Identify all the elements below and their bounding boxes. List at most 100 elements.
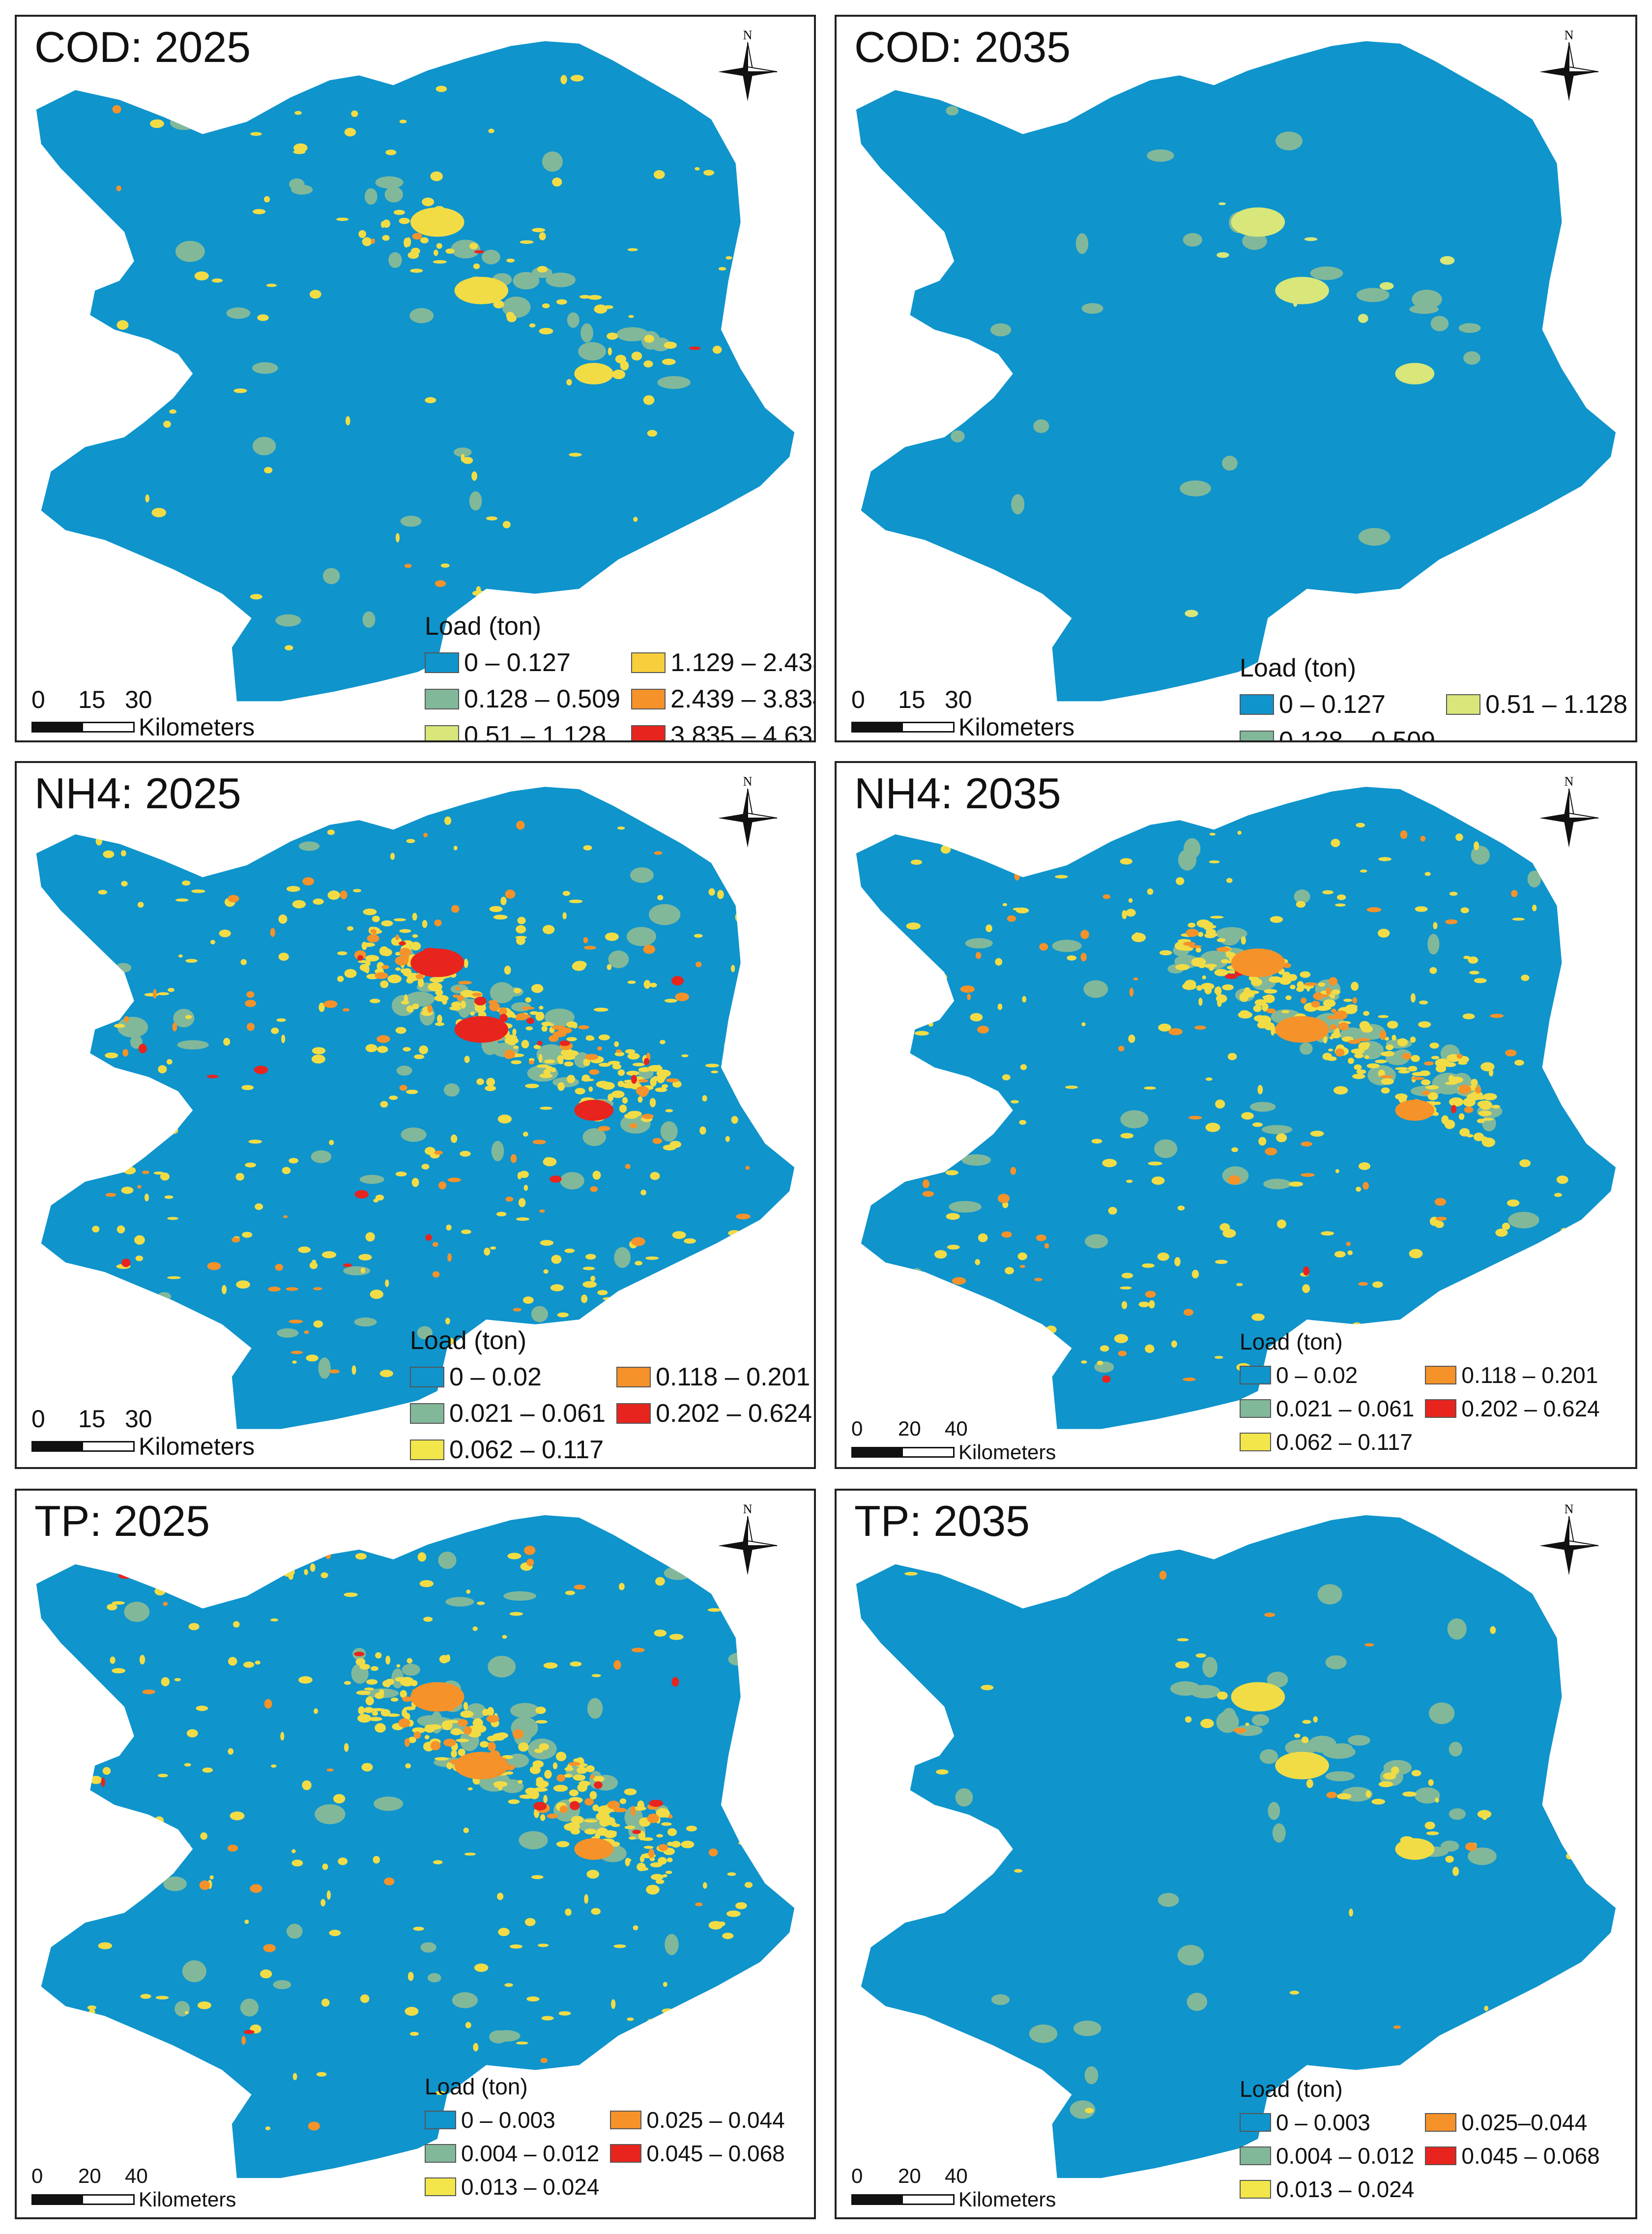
load-patch (1217, 999, 1222, 1007)
load-patch (375, 176, 404, 189)
load-patch (275, 1264, 283, 1271)
load-patch (412, 1003, 419, 1009)
load-patch (1458, 1113, 1465, 1120)
load-patch (1356, 1069, 1366, 1074)
load-patch (353, 889, 361, 893)
load-patch (1120, 858, 1133, 865)
load-patch (370, 1290, 384, 1299)
load-patch (1449, 1097, 1464, 1107)
load-patch (537, 1943, 549, 1947)
load-patch (405, 2006, 419, 2016)
basin-map (856, 1515, 1616, 2178)
load-patch (430, 1741, 441, 1751)
load-patch (1022, 996, 1027, 1003)
load-patch (1159, 1570, 1167, 1580)
load-patch (603, 305, 613, 309)
legend-label: 0.128 – 0.509 (464, 685, 621, 713)
load-patch (726, 1910, 741, 1917)
load-patch (271, 1764, 277, 1768)
load-patch (1421, 1079, 1431, 1086)
load-patch (374, 1796, 404, 1811)
load-patch (423, 1617, 433, 1622)
load-patch (412, 233, 422, 240)
load-patch (432, 1271, 440, 1278)
load-patch (975, 1259, 981, 1265)
load-patch (1100, 1345, 1109, 1352)
load-patch (1475, 1086, 1481, 1094)
load-patch (1334, 1010, 1348, 1020)
load-patch (311, 1150, 332, 1163)
load-patch (946, 106, 959, 116)
load-patch (425, 1234, 432, 1241)
scale-bar: 0 15 30 Kilometers (31, 685, 255, 740)
load-patch (1052, 940, 1082, 952)
load-patch (379, 1689, 384, 1696)
load-patch (365, 1232, 375, 1242)
load-patch (564, 1774, 573, 1778)
load-patch (435, 1022, 445, 1026)
load-patch (107, 1604, 117, 1611)
load-patch (206, 1075, 219, 1079)
load-patch (1045, 1325, 1057, 1334)
load-patch (315, 1804, 346, 1824)
load-patch (702, 1095, 707, 1102)
load-patch (417, 1326, 433, 1340)
load-patch (405, 1706, 415, 1710)
load-patch (582, 1266, 595, 1270)
load-patch (1452, 1866, 1459, 1876)
panel-title: TP: 2025 (34, 1497, 210, 1545)
urban-patch (1231, 948, 1285, 977)
load-patch (372, 1711, 378, 1716)
load-patch (590, 1775, 595, 1779)
load-patch (955, 1788, 973, 1807)
load-patch (967, 994, 971, 1000)
load-patch (583, 1819, 598, 1822)
load-patch (432, 1242, 438, 1247)
load-patch (100, 1287, 109, 1296)
load-patch (551, 1255, 562, 1264)
load-patch (406, 1658, 413, 1664)
load-patch (135, 1255, 144, 1262)
legend-swatch (425, 725, 459, 740)
load-patch (544, 1008, 575, 1026)
load-patch (1352, 997, 1358, 1004)
load-patch (522, 1131, 528, 1137)
map-legend: Load (ton) 0 – 0.02 0.118 – 0.201 0.021 – 0… (410, 1326, 812, 1465)
load-patch (121, 1186, 134, 1194)
load-patch (474, 997, 487, 1006)
load-patch (1272, 1823, 1286, 1843)
legend-title: Load (ton) (1240, 2076, 1343, 2102)
load-patch (638, 1830, 646, 1841)
legend-swatch (1240, 1433, 1271, 1451)
load-patch (1187, 1993, 1208, 2011)
load-patch (685, 2033, 693, 2040)
load-patch (1458, 323, 1481, 333)
load-patch (607, 1800, 620, 1809)
load-patch (1482, 1813, 1488, 1820)
load-patch (446, 1224, 452, 1231)
load-patch (1180, 480, 1211, 497)
load-patch (1253, 1005, 1262, 1012)
load-patch (413, 1926, 424, 1931)
load-patch (421, 1164, 430, 1170)
load-patch (433, 260, 447, 264)
load-patch (122, 1049, 129, 1057)
load-patch (424, 1735, 430, 1739)
load-patch (95, 2107, 109, 2115)
load-patch (1226, 878, 1233, 883)
scale-tick-label: 0 (851, 2164, 863, 2187)
north-arrow-icon: N (1532, 28, 1606, 116)
urban-patch (1395, 1100, 1435, 1121)
legend-label: 0.025 – 0.044 (646, 2107, 785, 2133)
load-patch (1114, 1334, 1129, 1344)
load-patch (586, 1870, 600, 1879)
load-patch (109, 573, 118, 577)
load-patch (1228, 1175, 1241, 1185)
load-patch (355, 1553, 367, 1560)
load-patch (1271, 1028, 1275, 1036)
load-patch (190, 857, 196, 862)
load-patch (964, 1300, 981, 1322)
load-patch (910, 859, 923, 865)
load-patch (471, 1727, 481, 1734)
load-patch (1044, 1243, 1049, 1249)
